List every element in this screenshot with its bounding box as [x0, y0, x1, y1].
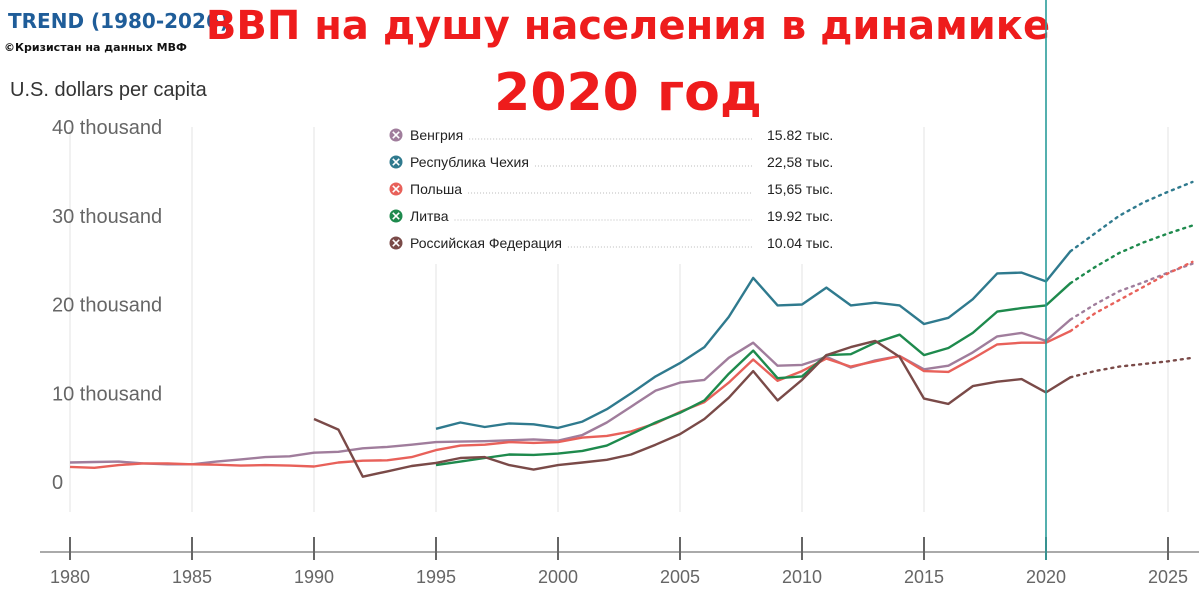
x-tick-label: 2005	[660, 567, 700, 587]
series-lines	[69, 180, 1194, 478]
y-tick-label: 30 thousand	[52, 206, 162, 228]
series-line-3	[435, 282, 1072, 467]
series-forecast-line-3	[1069, 224, 1194, 285]
legend-series-name: Венгрия	[410, 127, 463, 143]
x-axis-ticks: 1980 1985 1990 1995 2000 2005 2010 2015 2020 2025	[40, 537, 1199, 587]
x-tick-label: 2020	[1026, 567, 1066, 587]
legend-cross-icon	[392, 131, 400, 139]
series-line-4	[313, 339, 1072, 478]
y-tick-label: 40 thousand	[52, 117, 162, 139]
legend-series-value: 19.92 тыс.	[767, 208, 833, 224]
x-tick-label: 2015	[904, 567, 944, 587]
series-forecast-line-1	[1069, 180, 1194, 253]
series-line-2	[69, 330, 1071, 469]
legend-series-name: Литва	[410, 208, 449, 224]
y-axis-label: U.S. dollars per capita	[10, 79, 208, 101]
series-forecast-line-2	[1069, 260, 1194, 333]
y-tick-label: 0	[52, 472, 63, 494]
legend-cross-icon	[392, 185, 400, 193]
chart-subtitle: 2020 год	[494, 63, 762, 123]
x-tick-label: 2025	[1148, 567, 1188, 587]
x-tick-label: 2000	[538, 567, 578, 587]
x-tick-label: 1980	[50, 567, 90, 587]
source-label: ©Кризистан на данных МВФ	[4, 41, 187, 54]
y-tick-label: 20 thousand	[52, 295, 162, 317]
x-tick-label: 2010	[782, 567, 822, 587]
legend-series-value: 22,58 тыс.	[767, 154, 833, 170]
legend-cross-icon	[392, 239, 400, 247]
x-tick-label: 1990	[294, 567, 334, 587]
x-tick-label: 1995	[416, 567, 456, 587]
series-forecast-line-4	[1069, 356, 1194, 379]
legend-series-name: Республика Чехия	[410, 154, 529, 170]
legend-box	[378, 118, 852, 264]
legend: Венгрия 15.82 тыс. Республика Чехия 22,58 т…	[378, 118, 852, 264]
series-line-1	[435, 250, 1072, 430]
legend-series-value: 10.04 тыс.	[767, 235, 833, 251]
legend-cross-icon	[392, 212, 400, 220]
legend-series-value: 15,65 тыс.	[767, 181, 833, 197]
legend-cross-icon	[392, 158, 400, 166]
legend-series-name: Польша	[410, 181, 462, 197]
legend-series-value: 15.82 тыс.	[767, 127, 833, 143]
legend-series-name: Российская Федерация	[410, 235, 562, 251]
chart-title: ВВП на душу населения в динамике	[206, 3, 1050, 49]
x-tick-label: 1985	[172, 567, 212, 587]
y-tick-label: 10 thousand	[52, 383, 162, 405]
trend-label: TREND (1980-2026)	[8, 9, 229, 33]
y-axis-ticks: 40 thousand 30 thousand 20 thousand 10 thou…	[52, 117, 162, 494]
